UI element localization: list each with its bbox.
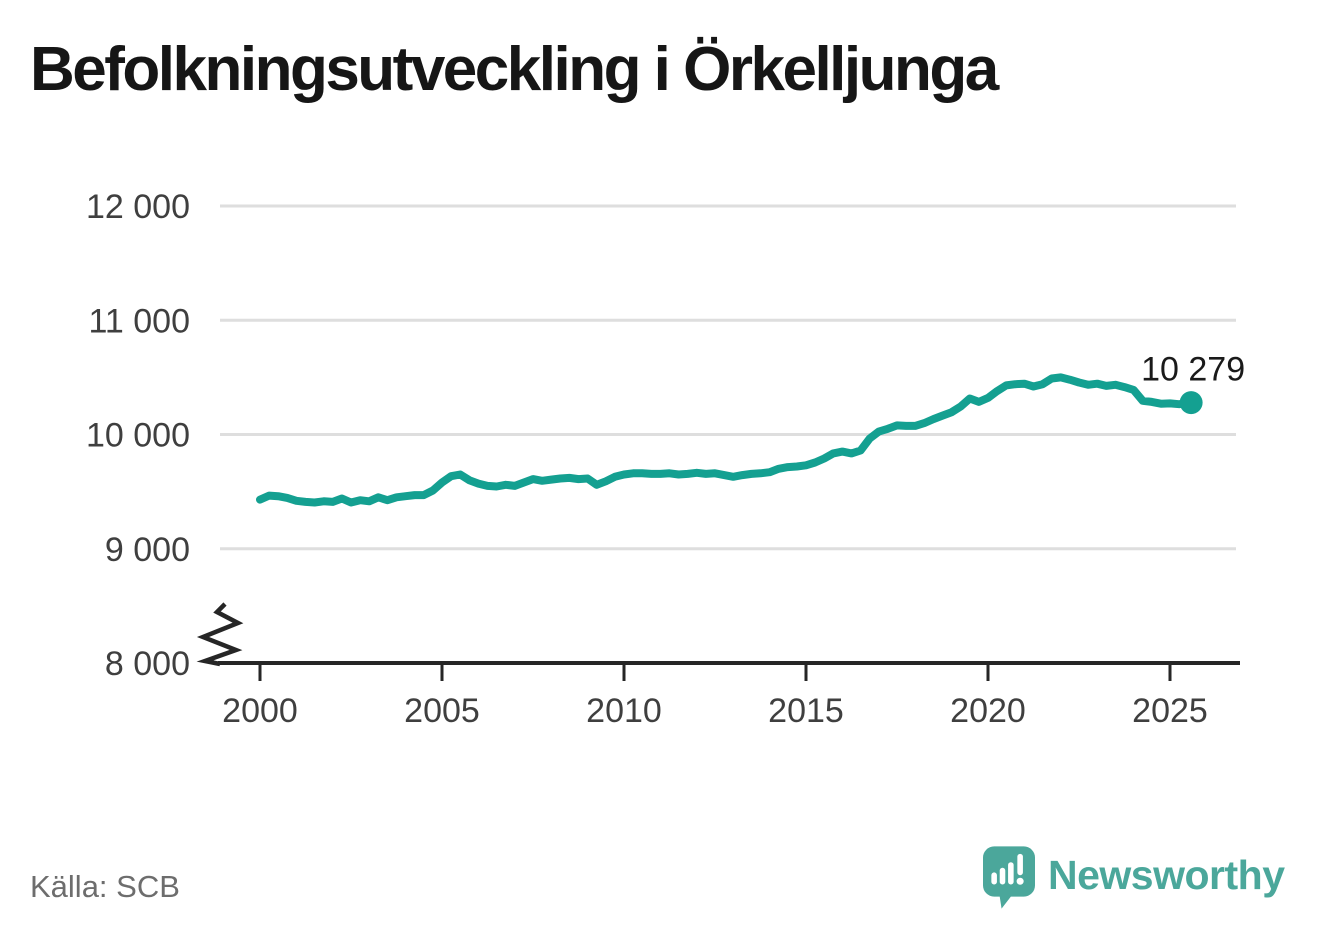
end-value-label: 10 279 <box>1141 351 1245 389</box>
y-axis-tick-label: 9 000 <box>105 531 190 569</box>
population-line <box>256 373 1196 507</box>
axis-break-icon <box>196 602 244 667</box>
newsworthy-speech-bubble-bar-chart-icon <box>983 846 1035 909</box>
x-axis-tick-label: 2015 <box>768 692 844 730</box>
source-note: Källa: SCB <box>30 869 180 904</box>
y-axis-tick-label: 8 000 <box>105 645 190 683</box>
bar-chart-bar-2 <box>999 867 1006 885</box>
chart-title: Befolkningsutveckling i Örkelljunga <box>30 35 999 104</box>
y-axis-tick-label: 12 000 <box>86 188 190 226</box>
bar-chart-bar-3 <box>1008 862 1014 885</box>
x-axis-tick-label: 2000 <box>222 692 298 730</box>
y-axis-tick-label: 10 000 <box>86 417 190 455</box>
bar-chart-bar-1 <box>991 872 997 885</box>
x-axis-tick-label: 2005 <box>404 692 480 730</box>
x-axis-tick-label: 2020 <box>950 692 1026 730</box>
end-point-marker <box>1179 391 1203 415</box>
x-axis-tick-label: 2025 <box>1132 692 1208 730</box>
exclamation-bar <box>1017 853 1023 876</box>
x-axis-tick-label: 2010 <box>586 692 662 730</box>
newsworthy-logo-text: Newsworthy <box>1048 852 1285 898</box>
exclamation-dot <box>1016 877 1024 885</box>
newsworthy-branding: Newsworthy <box>983 846 1285 910</box>
y-axis-tick-label: 11 000 <box>89 302 190 340</box>
